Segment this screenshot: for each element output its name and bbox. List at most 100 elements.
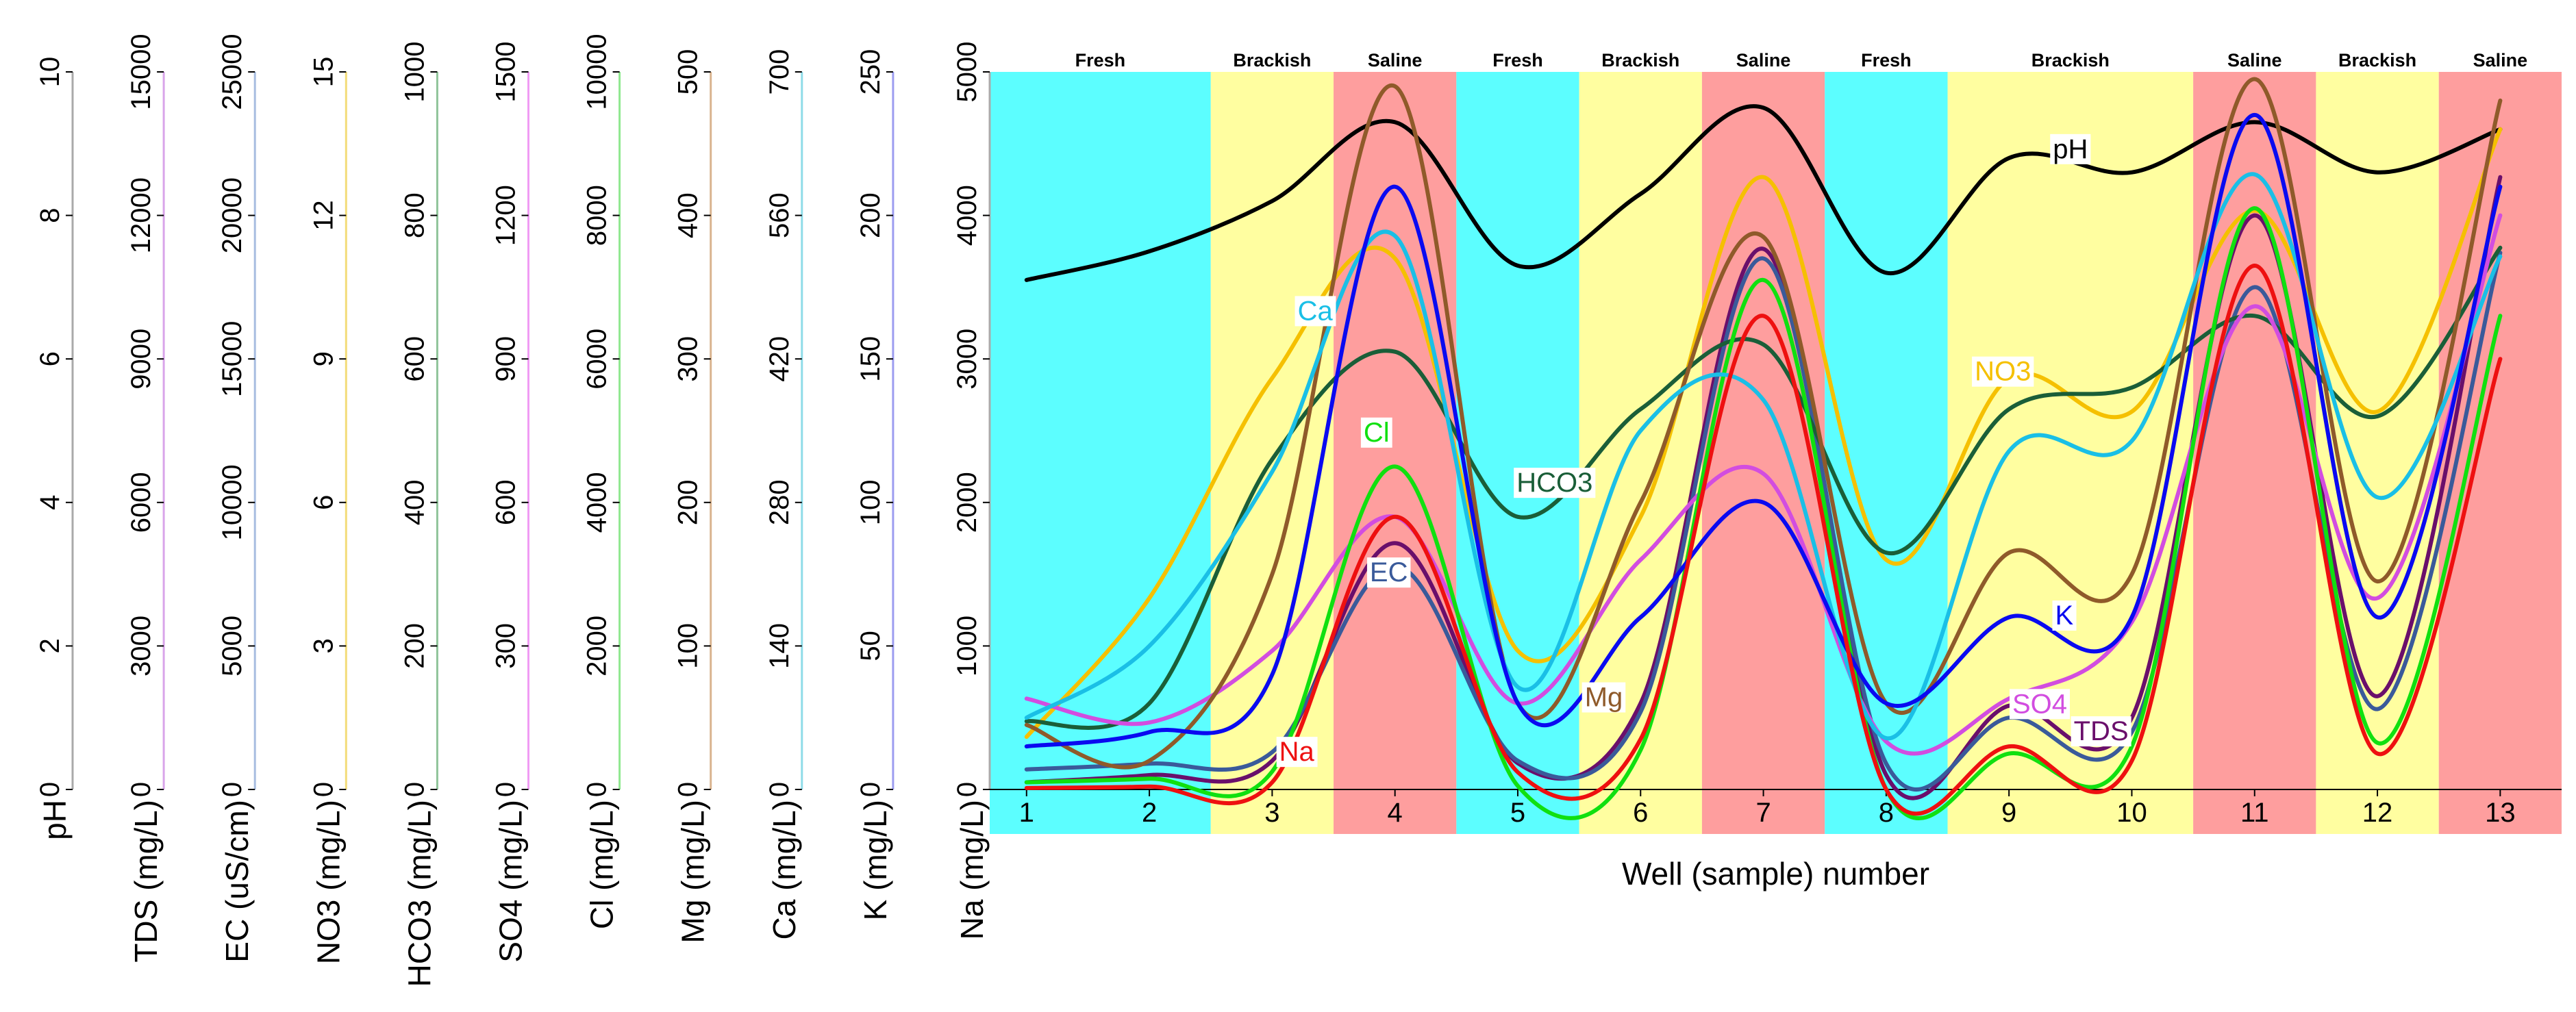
tick-label-k: 50 xyxy=(855,631,886,661)
tick-label-tds: 9000 xyxy=(126,329,156,390)
axis-title-cl: Cl (mg/L) xyxy=(584,800,620,929)
x-tick-label: 1 xyxy=(1019,798,1034,828)
zone-band-6 xyxy=(1825,72,1948,834)
tick-label-no3: 15 xyxy=(308,57,338,88)
tick-label-so4: 300 xyxy=(491,623,521,669)
series-label-bg-ca xyxy=(1295,296,1336,327)
series-label-na: Na xyxy=(1279,737,1315,767)
series-label-bg-tds xyxy=(2071,716,2131,747)
tick-label-ph: 0 xyxy=(35,782,65,797)
tick-label-k: 250 xyxy=(855,49,886,95)
zone-band-5 xyxy=(1701,72,1825,834)
series-label-tds: TDS xyxy=(2074,716,2129,746)
zone-label-7: Brackish xyxy=(2031,50,2110,71)
axis-title-ec: EC (uS/cm) xyxy=(219,800,255,963)
axis-title-ca: Ca (mg/L) xyxy=(766,800,802,939)
tick-label-mg: 500 xyxy=(673,49,703,95)
series-line-ph xyxy=(1024,104,2503,282)
axis-ca: 0 140 280 420 560 700 Ca (mg/L) xyxy=(764,49,803,939)
tick-label-ca: 560 xyxy=(764,192,795,238)
zone-label-5: Saline xyxy=(1736,50,1791,71)
zone-label-2: Saline xyxy=(1368,50,1423,71)
axis-na: 0 1000 2000 3000 4000 5000 Na (mg/L) xyxy=(952,42,991,939)
series-label-k: K xyxy=(2055,600,2074,631)
zone-band-2 xyxy=(1334,72,1457,834)
axis-title-k: K (mg/L) xyxy=(858,800,893,920)
axis-title-na: Na (mg/L) xyxy=(954,800,990,939)
series-label-ca: Ca xyxy=(1298,296,1334,326)
axis-cl: 0 2000 4000 6000 8000 10000 Cl (mg/L) xyxy=(582,34,621,929)
x-tick-label: 7 xyxy=(1755,798,1771,828)
axis-ec: 0 5000 10000 15000 20000 25000 EC (uS/cm) xyxy=(217,34,256,963)
tick-label-na: 5000 xyxy=(952,42,982,103)
x-tick-label: 3 xyxy=(1264,798,1279,828)
series-line-ca xyxy=(1024,172,2503,741)
zone-label-1: Brackish xyxy=(1233,50,1311,71)
tick-label-k: 150 xyxy=(855,336,886,382)
x-tick-label: 11 xyxy=(2240,798,2269,828)
tick-label-na: 1000 xyxy=(952,616,982,676)
series-label-no3: NO3 xyxy=(1975,357,2031,387)
series-label-bg-no3 xyxy=(1972,356,2034,387)
x-tick-label: 6 xyxy=(1633,798,1648,828)
x-tick-label: 5 xyxy=(1510,798,1525,828)
x-tick-label: 8 xyxy=(1879,798,1894,828)
x-tick-label: 4 xyxy=(1388,798,1403,828)
tick-label-ph: 4 xyxy=(35,495,65,510)
tick-label-k: 200 xyxy=(855,192,886,238)
axis-title-no3: NO3 (mg/L) xyxy=(310,800,346,964)
tick-label-ec: 0 xyxy=(217,782,247,797)
series-label-bg-k xyxy=(2052,600,2077,631)
axis-tds: 0 3000 6000 9000 12000 15000 TDS (mg/L) xyxy=(126,34,165,963)
tick-label-cl: 10000 xyxy=(582,34,612,110)
x-tick-label: 12 xyxy=(2362,798,2393,828)
axis-no3: 0 3 6 9 12 15 NO3 (mg/L) xyxy=(308,57,347,964)
tick-label-tds: 15000 xyxy=(126,34,156,110)
zone-label-0: Fresh xyxy=(1075,50,1126,71)
tick-label-hco3: 400 xyxy=(399,479,429,525)
tick-label-ca: 420 xyxy=(764,336,795,382)
tick-label-na: 0 xyxy=(952,782,982,797)
axis-title-tds: TDS (mg/L) xyxy=(128,800,164,963)
tick-label-ec: 20000 xyxy=(217,177,247,253)
x-tick-label: 13 xyxy=(2485,798,2516,828)
tick-label-ec: 25000 xyxy=(217,34,247,110)
tick-label-hco3: 800 xyxy=(399,192,429,238)
data-series xyxy=(1024,77,2503,821)
axis-ph: 0 2 4 6 8 10 pH xyxy=(35,57,74,840)
zone-label-6: Fresh xyxy=(1861,50,1912,71)
x-tick-label: 10 xyxy=(2116,798,2147,828)
tick-label-no3: 9 xyxy=(308,351,338,366)
tick-label-no3: 3 xyxy=(308,638,338,653)
tick-label-ph: 8 xyxy=(35,207,65,223)
tick-label-cl: 2000 xyxy=(582,616,612,676)
axis-mg: 0 100 200 300 400 500 Mg (mg/L) xyxy=(673,49,712,944)
series-label-bg-so4 xyxy=(2009,689,2071,720)
series-label-mg: Mg xyxy=(1585,683,1623,713)
series-label-ph: pH xyxy=(2053,134,2088,164)
tick-label-ec: 15000 xyxy=(217,321,247,397)
tick-label-cl: 6000 xyxy=(582,329,612,390)
tick-label-no3: 0 xyxy=(308,782,338,797)
tick-label-ca: 280 xyxy=(764,479,795,525)
axis-title-ph: pH xyxy=(37,800,73,840)
zone-label-8: Saline xyxy=(2227,50,2282,71)
tick-label-ph: 2 xyxy=(35,638,65,653)
tick-label-ec: 10000 xyxy=(217,464,247,540)
tick-label-ec: 5000 xyxy=(217,616,247,676)
series-label-bg-mg xyxy=(1581,682,1626,713)
tick-label-no3: 12 xyxy=(308,200,338,231)
tick-label-hco3: 1000 xyxy=(399,42,429,103)
tick-label-hco3: 0 xyxy=(399,782,429,797)
series-label-cl: Cl xyxy=(1364,418,1390,448)
zone-label-9: Brackish xyxy=(2338,50,2416,71)
tick-label-ph: 6 xyxy=(35,351,65,366)
axis-hco3: 0 200 400 600 800 1000 HCO3 (mg/L) xyxy=(399,42,438,987)
series-line-na xyxy=(1024,263,2503,816)
tick-label-so4: 1200 xyxy=(491,185,521,246)
axis-k: 0 50 100 150 200 250 K (mg/L) xyxy=(855,49,895,920)
tick-label-tds: 0 xyxy=(126,782,156,797)
